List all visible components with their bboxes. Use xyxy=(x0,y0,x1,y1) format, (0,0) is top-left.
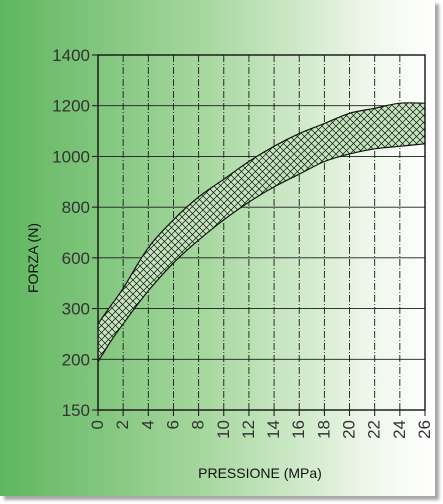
x-tick-label: 10 xyxy=(214,420,233,439)
x-tick-label: 24 xyxy=(390,420,409,439)
y-tick-label: 1200 xyxy=(52,97,90,116)
x-tick-label: 2 xyxy=(113,420,132,429)
x-tick-label: 12 xyxy=(239,420,258,439)
y-tick-label: 600 xyxy=(62,249,90,268)
force-band-area xyxy=(98,102,425,362)
x-tick-label: 6 xyxy=(163,420,182,429)
y-tick-label: 1000 xyxy=(52,147,90,166)
x-tick-label: 4 xyxy=(138,420,157,429)
plot-border xyxy=(97,54,426,411)
x-tick-label: 18 xyxy=(314,420,333,439)
y-tick-label: 150 xyxy=(62,401,90,420)
x-tick-labels: 0 2 4 6 8 10 12 14 16 18 20 22 24 26 xyxy=(88,420,434,439)
x-tick-label: 8 xyxy=(189,420,208,429)
x-tick-label: 0 xyxy=(88,420,107,429)
x-tick-label: 14 xyxy=(264,420,283,439)
x-axis-title: PRESSIONE (MPa) xyxy=(198,465,322,481)
x-tick-label: 22 xyxy=(365,420,384,439)
chart-card: 1400 1200 1000 800 600 300 200 150 0 2 4 6 8 10 12 14 1… xyxy=(0,0,435,496)
force-band-lower-edge xyxy=(97,143,426,363)
y-tick-label: 200 xyxy=(62,350,90,369)
y-tick-labels: 1400 1200 1000 800 600 300 200 150 xyxy=(52,46,90,420)
y-tick-label: 1400 xyxy=(52,46,90,65)
force-band xyxy=(97,102,426,363)
x-tick-label: 16 xyxy=(289,420,308,439)
y-tick-label: 800 xyxy=(62,198,90,217)
y-axis-title: FORZA (N) xyxy=(25,223,41,293)
x-tick-label: 20 xyxy=(340,420,359,439)
force-band-upper-edge xyxy=(97,102,426,325)
plot-frame xyxy=(92,54,426,416)
y-tick-label: 300 xyxy=(62,300,90,319)
x-tick-label: 26 xyxy=(415,420,434,439)
